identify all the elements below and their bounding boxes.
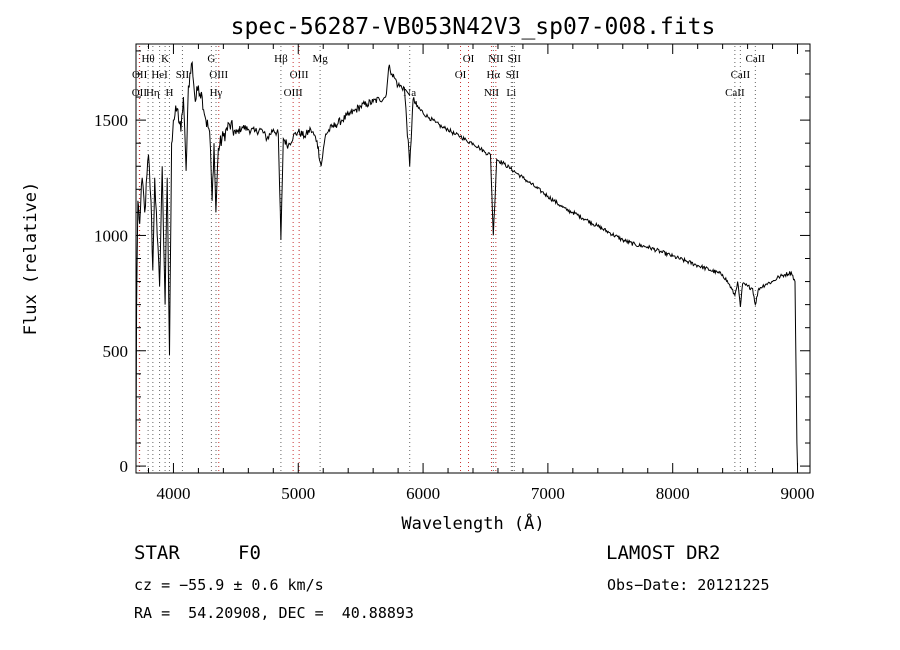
line-marker-label: Hη xyxy=(146,87,160,99)
line-markers: OIIOIIHθHηHeIKHSIIGHγOIIIHβOIIIOIIIMgNaO… xyxy=(132,46,766,473)
line-marker-label: Hβ xyxy=(274,53,288,65)
line-marker-label: CaII xyxy=(731,69,751,81)
line-marker-label: OIII xyxy=(284,87,303,99)
axis-ticks: 4000 5000 6000 7000 8000 9000 0 500 1000 1500 xyxy=(94,44,815,503)
line-marker-label: SII xyxy=(176,69,190,81)
x-tick-label: 8000 xyxy=(656,484,690,503)
x-tick-label: 9000 xyxy=(781,484,815,503)
line-marker-label: K xyxy=(161,53,169,65)
line-marker-label: OIII xyxy=(290,69,309,81)
class-label: STAR xyxy=(134,542,180,564)
line-marker-label: Hθ xyxy=(141,53,154,65)
y-tick-label: 1500 xyxy=(94,111,128,130)
line-marker-label: Hα xyxy=(486,69,500,81)
line-marker-label: Li xyxy=(506,87,516,99)
chart-title: spec-56287-VB053N42V3_sp07-008.fits xyxy=(231,14,716,40)
line-marker-label: CaII xyxy=(725,87,745,99)
obs-date-text: Obs−Date: 20121225 xyxy=(607,576,770,594)
line-marker-label: SII xyxy=(506,69,520,81)
line-marker-label: HeI xyxy=(151,69,168,81)
line-marker-label: SII xyxy=(508,53,522,65)
redshift-text: cz = −55.9 ± 0.6 km/s xyxy=(134,576,324,594)
coordinates-text: RA = 54.20908, DEC = 40.88893 xyxy=(134,604,414,622)
y-tick-label: 0 xyxy=(120,457,129,476)
x-tick-label: 6000 xyxy=(406,484,440,503)
line-marker-label: G xyxy=(207,53,215,65)
line-marker-label: OIII xyxy=(209,69,228,81)
line-marker-label: OII xyxy=(132,69,148,81)
line-marker-label: NII xyxy=(484,87,500,99)
line-marker-label: H xyxy=(165,87,173,99)
x-tick-label: 5000 xyxy=(281,484,315,503)
spectrum-line xyxy=(135,60,798,467)
line-marker-label: OI xyxy=(463,53,475,65)
x-axis-label: Wavelength (Å) xyxy=(401,512,544,534)
y-axis-label: Flux (relative) xyxy=(21,182,41,336)
plot-frame xyxy=(135,43,811,474)
survey-label: LAMOST DR2 xyxy=(606,542,721,564)
line-marker-label: Hγ xyxy=(210,87,223,99)
line-marker-label: Na xyxy=(403,87,416,99)
x-tick-label: 7000 xyxy=(531,484,565,503)
line-marker-label: Mg xyxy=(312,53,328,65)
line-marker-label: OI xyxy=(455,69,467,81)
subclass-label: F0 xyxy=(238,542,261,564)
y-tick-label: 1000 xyxy=(94,226,128,245)
line-marker-label: CaII xyxy=(746,53,766,65)
line-marker-label: NII xyxy=(488,53,504,65)
x-tick-label: 4000 xyxy=(156,484,190,503)
y-tick-label: 500 xyxy=(103,342,129,361)
